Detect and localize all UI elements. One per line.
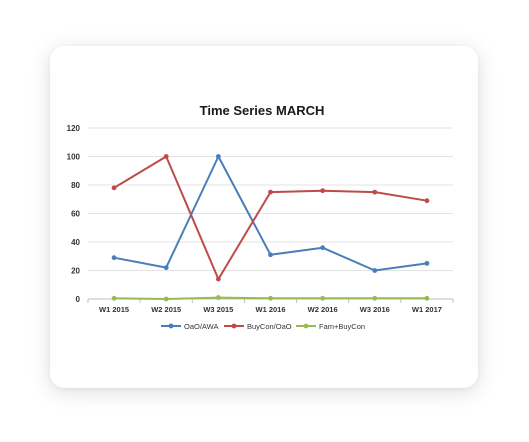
- x-tick-label: W3 2016: [360, 305, 390, 314]
- x-tick-label: W1 2016: [255, 305, 285, 314]
- data-point: [163, 296, 169, 302]
- data-point: [320, 188, 326, 194]
- x-tick-label: W2 2015: [151, 305, 181, 314]
- data-point: [215, 276, 221, 282]
- y-tick-label: 20: [71, 267, 80, 276]
- data-point: [424, 198, 430, 204]
- data-point: [320, 245, 326, 251]
- y-tick-label: 80: [71, 181, 80, 190]
- x-tick-label: W1 2015: [99, 305, 129, 314]
- x-tick-labels: W1 2015 W2 2015 W3 2015 W1 2016 W2 2016 W3 20…: [99, 305, 442, 314]
- legend-label: Fam+BuyCon: [319, 322, 365, 331]
- data-point: [215, 154, 221, 159]
- data-point: [215, 295, 221, 300]
- data-point: [268, 295, 273, 301]
- y-tick-label: 60: [71, 210, 80, 219]
- data-point: [424, 295, 430, 301]
- data-point: [372, 189, 378, 195]
- data-point: [163, 265, 169, 271]
- data-point: [372, 268, 378, 273]
- x-tick-label: W3 2015: [203, 305, 233, 314]
- series-lines: [113, 155, 428, 300]
- legend-label: BuyCon/OaO: [247, 322, 292, 331]
- y-tick-label: 0: [76, 295, 81, 304]
- data-point: [320, 295, 326, 301]
- chart-card: [50, 46, 478, 388]
- data-points: [111, 154, 430, 302]
- legend-label: OaO/AWA: [184, 322, 218, 331]
- series-line-1: [113, 155, 428, 281]
- legend: OaO/AWA BuyCon/OaO Fam+BuyCon: [161, 322, 365, 331]
- data-point: [111, 295, 117, 301]
- data-point: [268, 252, 273, 258]
- data-point: [424, 260, 430, 266]
- y-tick-label: 120: [67, 124, 81, 133]
- y-tick-labels: 0 20 40 60 80 100 120: [67, 124, 81, 304]
- y-tick-label: 40: [71, 238, 80, 247]
- data-point: [163, 154, 169, 159]
- chart-title: Time Series MARCH: [200, 103, 325, 118]
- data-point: [372, 295, 378, 301]
- gridlines: [88, 127, 453, 271]
- data-point: [268, 189, 273, 195]
- legend-swatch-marker: [168, 323, 174, 329]
- y-tick-label: 100: [67, 153, 81, 162]
- legend-swatch-marker: [231, 323, 237, 329]
- legend-swatch-marker: [303, 323, 309, 329]
- x-tick-label: W1 2017: [412, 305, 442, 314]
- x-tick-label: W2 2016: [308, 305, 338, 314]
- data-point: [111, 255, 117, 261]
- data-point: [111, 185, 117, 191]
